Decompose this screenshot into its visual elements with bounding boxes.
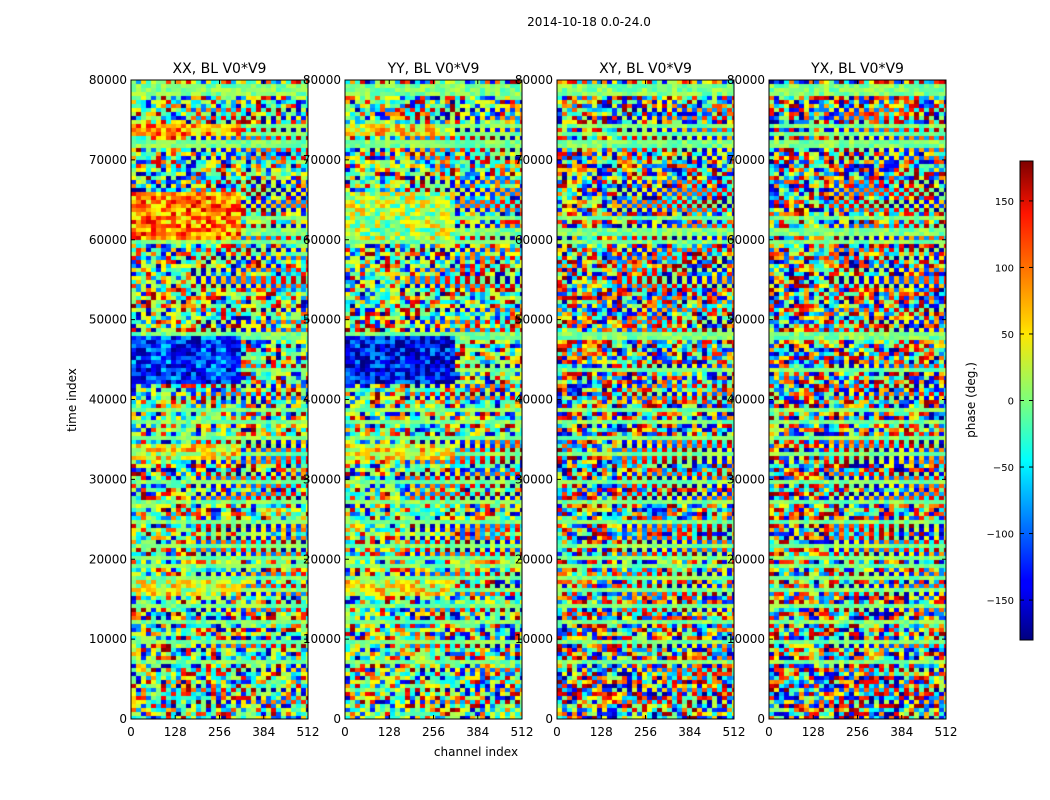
x-tick-label: 256 — [846, 725, 869, 739]
y-tick-label: 30000 — [89, 472, 127, 486]
x-tick-label: 128 — [378, 725, 401, 739]
y-tick-label: 40000 — [727, 393, 765, 407]
y-tick-label: 20000 — [515, 552, 553, 566]
panels: XX, BL V0*V9 0 128 256 384 512 0 10000 20000 3000… — [89, 61, 958, 739]
y-tick-label: 50000 — [515, 313, 553, 327]
x-tick-label: 384 — [890, 725, 913, 739]
y-tick-label: 10000 — [89, 632, 127, 646]
x-tick-label: 128 — [802, 725, 825, 739]
x-tick-label: 512 — [297, 725, 320, 739]
y-tick-label: 70000 — [303, 153, 341, 167]
y-tick-label: 10000 — [303, 632, 341, 646]
y-tick-label: 60000 — [727, 233, 765, 247]
heatmap-image — [345, 80, 522, 719]
x-tick-label: 0 — [127, 725, 135, 739]
panel-3: YX, BL V0*V9 0 128 256 384 512 0 10000 20000 3000… — [727, 61, 958, 739]
y-tick-label: 40000 — [515, 393, 553, 407]
x-tick-label: 512 — [935, 725, 958, 739]
x-tick-label: 256 — [634, 725, 657, 739]
y-tick-label: 0 — [333, 712, 341, 726]
panel-title: YY, BL V0*V9 — [387, 61, 480, 77]
y-tick-label: 70000 — [89, 153, 127, 167]
colorbar-ticks: −150 −100 −50 0 50 100 150 — [987, 197, 1033, 607]
y-tick-label: 70000 — [727, 153, 765, 167]
x-tick-label: 384 — [466, 725, 489, 739]
panel-title: XX, BL V0*V9 — [173, 61, 267, 77]
x-tick-label: 256 — [208, 725, 231, 739]
y-axis-label: time index — [65, 368, 79, 432]
y-tick-label: 30000 — [727, 472, 765, 486]
y-tick-label: 50000 — [89, 313, 127, 327]
x-tick-label: 0 — [341, 725, 349, 739]
y-tick-label: 30000 — [515, 472, 553, 486]
y-tick-label: 60000 — [515, 233, 553, 247]
colorbar-tick-label: 50 — [1001, 330, 1014, 341]
x-axis-label: channel index — [434, 745, 518, 759]
colorbar-tick-label: −100 — [987, 530, 1014, 541]
y-tick-label: 70000 — [515, 153, 553, 167]
panel-1: YY, BL V0*V9 0 128 256 384 512 0 10000 20000 3000… — [303, 61, 534, 739]
y-tick-label: 20000 — [89, 552, 127, 566]
colorbar-label: phase (deg.) — [964, 362, 978, 438]
colorbar-tick-label: 100 — [995, 263, 1014, 274]
y-tick-label: 60000 — [303, 233, 341, 247]
y-tick-label: 50000 — [727, 313, 765, 327]
y-tick-label: 0 — [545, 712, 553, 726]
y-tick-label: 80000 — [303, 73, 341, 87]
x-tick-label: 512 — [511, 725, 534, 739]
y-tick-label: 50000 — [303, 313, 341, 327]
colorbar-tick-label: 0 — [1008, 397, 1014, 408]
x-tick-label: 512 — [723, 725, 746, 739]
colorbar-tick-label: −150 — [987, 596, 1014, 607]
heatmap-image — [131, 80, 308, 719]
y-tick-label: 0 — [119, 712, 127, 726]
y-tick-label: 60000 — [89, 233, 127, 247]
heatmap-image — [557, 80, 734, 719]
y-tick-label: 10000 — [727, 632, 765, 646]
y-tick-label: 30000 — [303, 472, 341, 486]
x-tick-label: 256 — [422, 725, 445, 739]
y-tick-label: 20000 — [303, 552, 341, 566]
panel-title: XY, BL V0*V9 — [599, 61, 692, 77]
heatmap-image — [769, 80, 946, 719]
y-tick-label: 80000 — [89, 73, 127, 87]
y-tick-label: 40000 — [89, 393, 127, 407]
y-tick-label: 20000 — [727, 552, 765, 566]
panel-2: XY, BL V0*V9 0 128 256 384 512 0 10000 20000 3000… — [515, 61, 746, 739]
colorbar-tick-label: 150 — [995, 197, 1014, 208]
figure-title: 2014-10-18 0.0-24.0 — [527, 15, 651, 29]
x-tick-label: 128 — [164, 725, 187, 739]
panel-title: YX, BL V0*V9 — [810, 61, 904, 77]
x-tick-label: 128 — [590, 725, 613, 739]
x-tick-label: 0 — [553, 725, 561, 739]
panel-0: XX, BL V0*V9 0 128 256 384 512 0 10000 20000 3000… — [89, 61, 320, 739]
colorbar: −150 −100 −50 0 50 100 150 phase (deg.) — [964, 160, 1034, 641]
x-tick-label: 0 — [765, 725, 773, 739]
y-tick-label: 0 — [757, 712, 765, 726]
y-tick-label: 80000 — [515, 73, 553, 87]
y-tick-label: 80000 — [727, 73, 765, 87]
y-tick-label: 10000 — [515, 632, 553, 646]
y-tick-label: 40000 — [303, 393, 341, 407]
x-tick-label: 384 — [252, 725, 275, 739]
x-tick-label: 384 — [678, 725, 701, 739]
colorbar-tick-label: −50 — [993, 463, 1014, 474]
